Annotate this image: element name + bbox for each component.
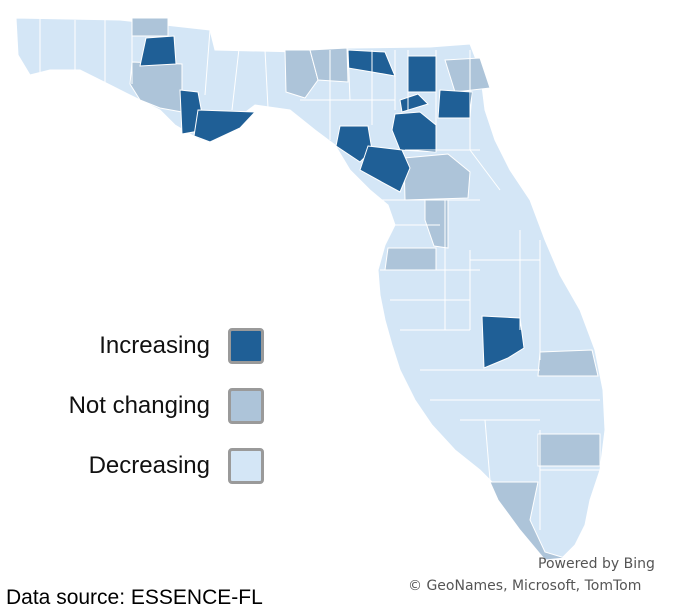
county-not-changing	[129, 61, 183, 113]
legend-increasing: Increasing	[0, 326, 264, 366]
powered-by-bing: Powered by Bing	[538, 556, 655, 572]
county-increasing	[139, 35, 177, 67]
county-not-changing	[444, 57, 491, 93]
county-increasing	[407, 55, 437, 93]
legend-decreasing: Decreasing	[0, 446, 264, 486]
data-source-note: Data source: ESSENCE-FL	[6, 586, 263, 609]
county-not-changing	[284, 49, 319, 99]
county-increasing	[359, 145, 411, 193]
county-not-changing	[537, 433, 601, 467]
county-not-changing	[309, 47, 349, 83]
county-increasing	[437, 89, 473, 119]
legend-swatch-increasing	[228, 328, 264, 364]
legend-label-not-changing: Not changing	[68, 392, 210, 419]
county-not-changing	[403, 153, 471, 201]
county-not-changing	[537, 349, 599, 377]
legend-label-decreasing: Decreasing	[88, 452, 210, 479]
county-increasing	[399, 93, 429, 113]
county-not-changing	[384, 247, 437, 271]
legend-swatch-decreasing	[228, 448, 264, 484]
county-not-changing	[131, 17, 169, 37]
legend-not-changing: Not changing	[0, 386, 264, 426]
legend-label-increasing: Increasing	[99, 332, 210, 359]
map-copyright: © GeoNames, Microsoft, TomTom	[408, 578, 642, 594]
legend-swatch-not-changing	[228, 388, 264, 424]
county-increasing	[481, 315, 525, 369]
county-not-changing	[489, 481, 566, 561]
county-increasing	[193, 109, 257, 143]
county-boundaries	[39, 18, 600, 530]
